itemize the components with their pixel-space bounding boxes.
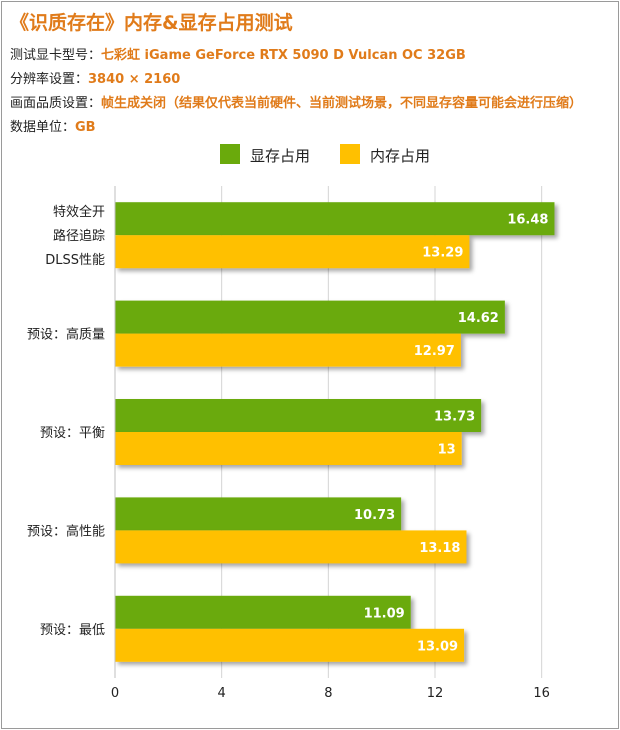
bar-ram (115, 530, 467, 564)
bar-ram (115, 432, 462, 465)
bar-vram (115, 300, 505, 334)
value-label-ram: 13.29 (422, 246, 463, 261)
value-label-vram: 16.48 (507, 213, 548, 228)
quality-row: 画面品质设置：帧生成关闭（结果仅代表当前硬件、当前测试场景，不同显存容量可能会进… (10, 92, 582, 111)
category-label: 特效全开 (53, 204, 105, 220)
x-tick-label: 8 (324, 686, 332, 701)
x-tick-label: 12 (427, 686, 444, 701)
legend-swatch-vram (220, 144, 240, 164)
quality-value: 帧生成关闭（结果仅代表当前硬件、当前测试场景，不同显存容量可能会进行压缩） (101, 96, 583, 111)
bar-vram (115, 595, 411, 629)
category-label: 预设：高质量 (27, 327, 105, 343)
gpu-model-key: 测试显卡型号： (10, 48, 102, 63)
chart-legend: 显存占用 内存占用 (0, 142, 620, 166)
bar-vram (115, 497, 402, 531)
resolution-value: 3840 × 2160 (88, 72, 181, 87)
gpu-model-value: 七彩虹 iGame GeForce RTX 5090 D Vulcan OC 3… (101, 48, 466, 63)
legend-label-vram: 显存占用 (250, 147, 311, 165)
value-label-vram: 14.62 (458, 311, 499, 326)
bar-ram (115, 628, 465, 662)
gpu-model-row: 测试显卡型号：七彩虹 iGame GeForce RTX 5090 D Vulc… (10, 44, 466, 63)
chart-title: 《识质存在》内存&显存占用测试 (10, 12, 293, 34)
category-label: 预设：高性能 (27, 523, 105, 539)
unit-key: 数据单位： (10, 120, 76, 135)
unit-value: GB (75, 120, 96, 135)
legend-swatch-ram (340, 144, 360, 164)
x-tick-label: 16 (533, 686, 550, 701)
x-tick-label: 4 (218, 686, 226, 701)
bar-vram (115, 202, 555, 236)
value-label-ram: 13.09 (417, 639, 458, 654)
value-label-vram: 10.73 (354, 508, 395, 523)
x-tick-label: 0 (111, 686, 119, 701)
value-label-ram: 12.97 (414, 344, 455, 359)
value-label-ram: 13.18 (419, 541, 460, 556)
value-label-ram: 13 (438, 443, 456, 458)
category-label: 预设：最低 (40, 623, 105, 638)
value-label-vram: 11.09 (364, 606, 405, 621)
resolution-key: 分辨率设置： (10, 72, 89, 87)
bar-ram (115, 333, 461, 367)
category-label: 路径追踪 (53, 228, 105, 244)
value-label-vram: 13.73 (434, 410, 475, 425)
resolution-row: 分辨率设置：3840 × 2160 (10, 68, 180, 87)
legend-label-ram: 内存占用 (370, 147, 431, 165)
bar-vram (115, 399, 482, 432)
category-label: DLSS性能 (45, 253, 105, 268)
bar-ram (115, 235, 470, 269)
category-label: 预设：平衡 (40, 426, 105, 441)
unit-row: 数据单位：GB (10, 116, 96, 135)
quality-key: 画面品质设置： (10, 96, 102, 111)
